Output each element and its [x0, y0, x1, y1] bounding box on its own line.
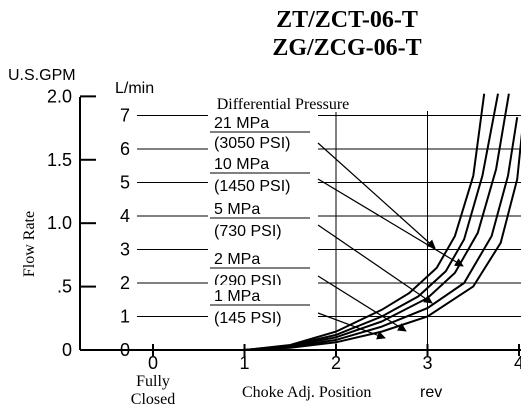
y-axis-label: Flow Rate [21, 211, 38, 277]
series-label-bg-3 [208, 248, 318, 292]
series-arrow-4 [317, 312, 386, 340]
series-label-bg-4 [208, 285, 318, 329]
lmin-tick-label-1: 1 [120, 307, 130, 327]
series-label-bg-1 [208, 153, 318, 197]
chart-subtitle: ZG/ZCG-06-T [272, 35, 421, 61]
x-axis-label: Choke Adj. Position [242, 384, 371, 401]
series-label-0: 21 MPa [214, 115, 269, 132]
gpm-tick-label-3: 1.5 [47, 150, 72, 170]
curve-2-mpa [244, 117, 519, 351]
lmin-tick-label-6: 6 [120, 139, 130, 159]
lmin-tick-label-0: 0 [120, 340, 130, 360]
x-tick-label-0: 0 [148, 353, 158, 373]
lmin-tick-label-4: 4 [120, 206, 130, 226]
curve-1-mpa [244, 132, 521, 351]
series-label-bg-0 [208, 112, 318, 156]
legend-title: Differential Pressure [217, 96, 350, 113]
series-sublabel-2: (730 PSI) [214, 223, 282, 240]
series-arrow-3 [317, 275, 407, 332]
labels-layer: 0 .5 1.0 1.5 2.0 0 1 2 3 4 5 6 7 0 1 2 3 4 21 MPa (3050 PSI… [47, 86, 521, 373]
x-zero-note-line1: Fully [136, 373, 170, 390]
curves-layer [244, 93, 521, 351]
series-label-4: 1 MPa [214, 288, 260, 305]
series-sublabel-1: (1450 PSI) [214, 178, 290, 195]
y-axis-unit-lmin: L/min [115, 80, 154, 97]
gpm-tick-label-4: 2.0 [47, 86, 72, 106]
x-zero-note-line2: Closed [131, 391, 175, 408]
series-label-bg-2 [208, 198, 318, 242]
gpm-tick-label-2: 1.0 [47, 213, 72, 233]
x-tick-label-2: 2 [331, 353, 341, 373]
gpm-tick-label-0: 0 [62, 340, 72, 360]
grid-layer [137, 111, 521, 350]
lmin-tick-label-5: 5 [120, 173, 130, 193]
legend-title-bg [198, 92, 368, 112]
series-arrow-0 [317, 142, 436, 249]
x-tick-label-4: 4 [514, 353, 521, 373]
series-label-1: 10 MPa [214, 156, 269, 173]
lmin-tick-label-7: 7 [120, 106, 130, 126]
curve-10-mpa [244, 93, 499, 351]
y-axis-unit-gpm: U.S.GPM [8, 67, 76, 84]
series-arrow-2 [317, 224, 433, 304]
x-tick-label-3: 3 [422, 353, 432, 373]
series-label-2: 5 MPa [214, 201, 260, 218]
series-sublabel-4: (145 PSI) [214, 310, 282, 327]
gpm-tick-label-1: .5 [57, 277, 72, 297]
series-sublabel-0: (3050 PSI) [214, 135, 290, 152]
chart-title: ZT/ZCT-06-T [276, 7, 418, 33]
series-label-3: 2 MPa [214, 251, 260, 268]
series-arrow-1 [317, 178, 464, 267]
curve-21-mpa [244, 93, 486, 351]
lmin-tick-label-2: 2 [120, 273, 130, 293]
x-axis-unit: rev [420, 384, 442, 401]
lmin-tick-label-3: 3 [120, 240, 130, 260]
x-tick-label-1: 1 [239, 353, 249, 373]
